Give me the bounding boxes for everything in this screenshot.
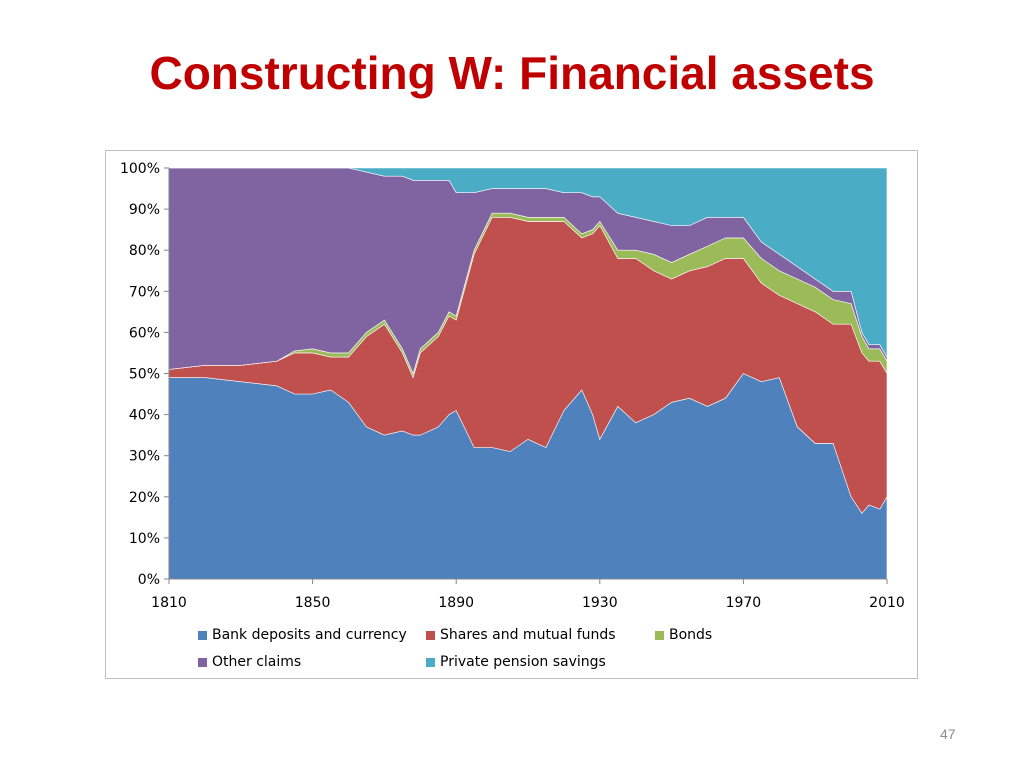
y-tick-label: 50% <box>129 367 160 383</box>
y-tick-label: 30% <box>129 449 160 465</box>
y-tick-label: 10% <box>129 531 160 547</box>
legend-swatch <box>426 657 435 667</box>
x-tick-label: 1970 <box>726 595 762 611</box>
chart-frame: 0% 10% 20% 30% 40% 50% 60% 70% 80% 90% 100% 1810 185… <box>105 150 918 679</box>
legend-swatch <box>655 630 664 640</box>
x-tick-label: 1930 <box>582 595 618 611</box>
x-tick-label: 1850 <box>295 595 331 611</box>
x-tick-label: 1890 <box>438 595 474 611</box>
legend-item: Bank deposits and currency <box>198 627 407 643</box>
series-area-private-pension-savings <box>169 167 888 359</box>
y-tick-label: 100% <box>120 161 160 177</box>
legend-label: Bonds <box>669 627 713 643</box>
y-tick-label: 80% <box>129 243 160 259</box>
y-tick-label: 60% <box>129 325 160 341</box>
legend-swatch <box>198 657 207 667</box>
legend-item: Other claims <box>198 654 301 670</box>
legend-label: Other claims <box>212 654 302 670</box>
x-tick-label: 2010 <box>869 595 905 611</box>
x-tick-label: 1810 <box>151 595 187 611</box>
legend-item: Private pension savings <box>426 654 606 670</box>
y-tick-label: 0% <box>138 572 160 588</box>
legend-item: Bonds <box>655 627 712 643</box>
stacked-area-chart: 0% 10% 20% 30% 40% 50% 60% 70% 80% 90% 100% 1810 185… <box>120 161 905 611</box>
y-tick-label: 40% <box>129 408 160 424</box>
legend-swatch <box>198 630 207 640</box>
legend-label: Shares and mutual funds <box>440 627 616 643</box>
legend-item: Shares and mutual funds <box>426 627 616 643</box>
y-tick-label: 20% <box>129 490 160 506</box>
legend-label: Bank deposits and currency <box>212 627 407 643</box>
y-tick-label: 70% <box>129 284 160 300</box>
page-number: 47 <box>940 726 956 742</box>
chart-legend: Bank deposits and currency Shares and mut… <box>106 619 917 679</box>
slide-title: Constructing W: Financial assets <box>149 47 875 99</box>
legend-label: Private pension savings <box>440 654 606 670</box>
legend-swatch <box>426 630 435 640</box>
y-tick-label: 90% <box>129 202 160 218</box>
